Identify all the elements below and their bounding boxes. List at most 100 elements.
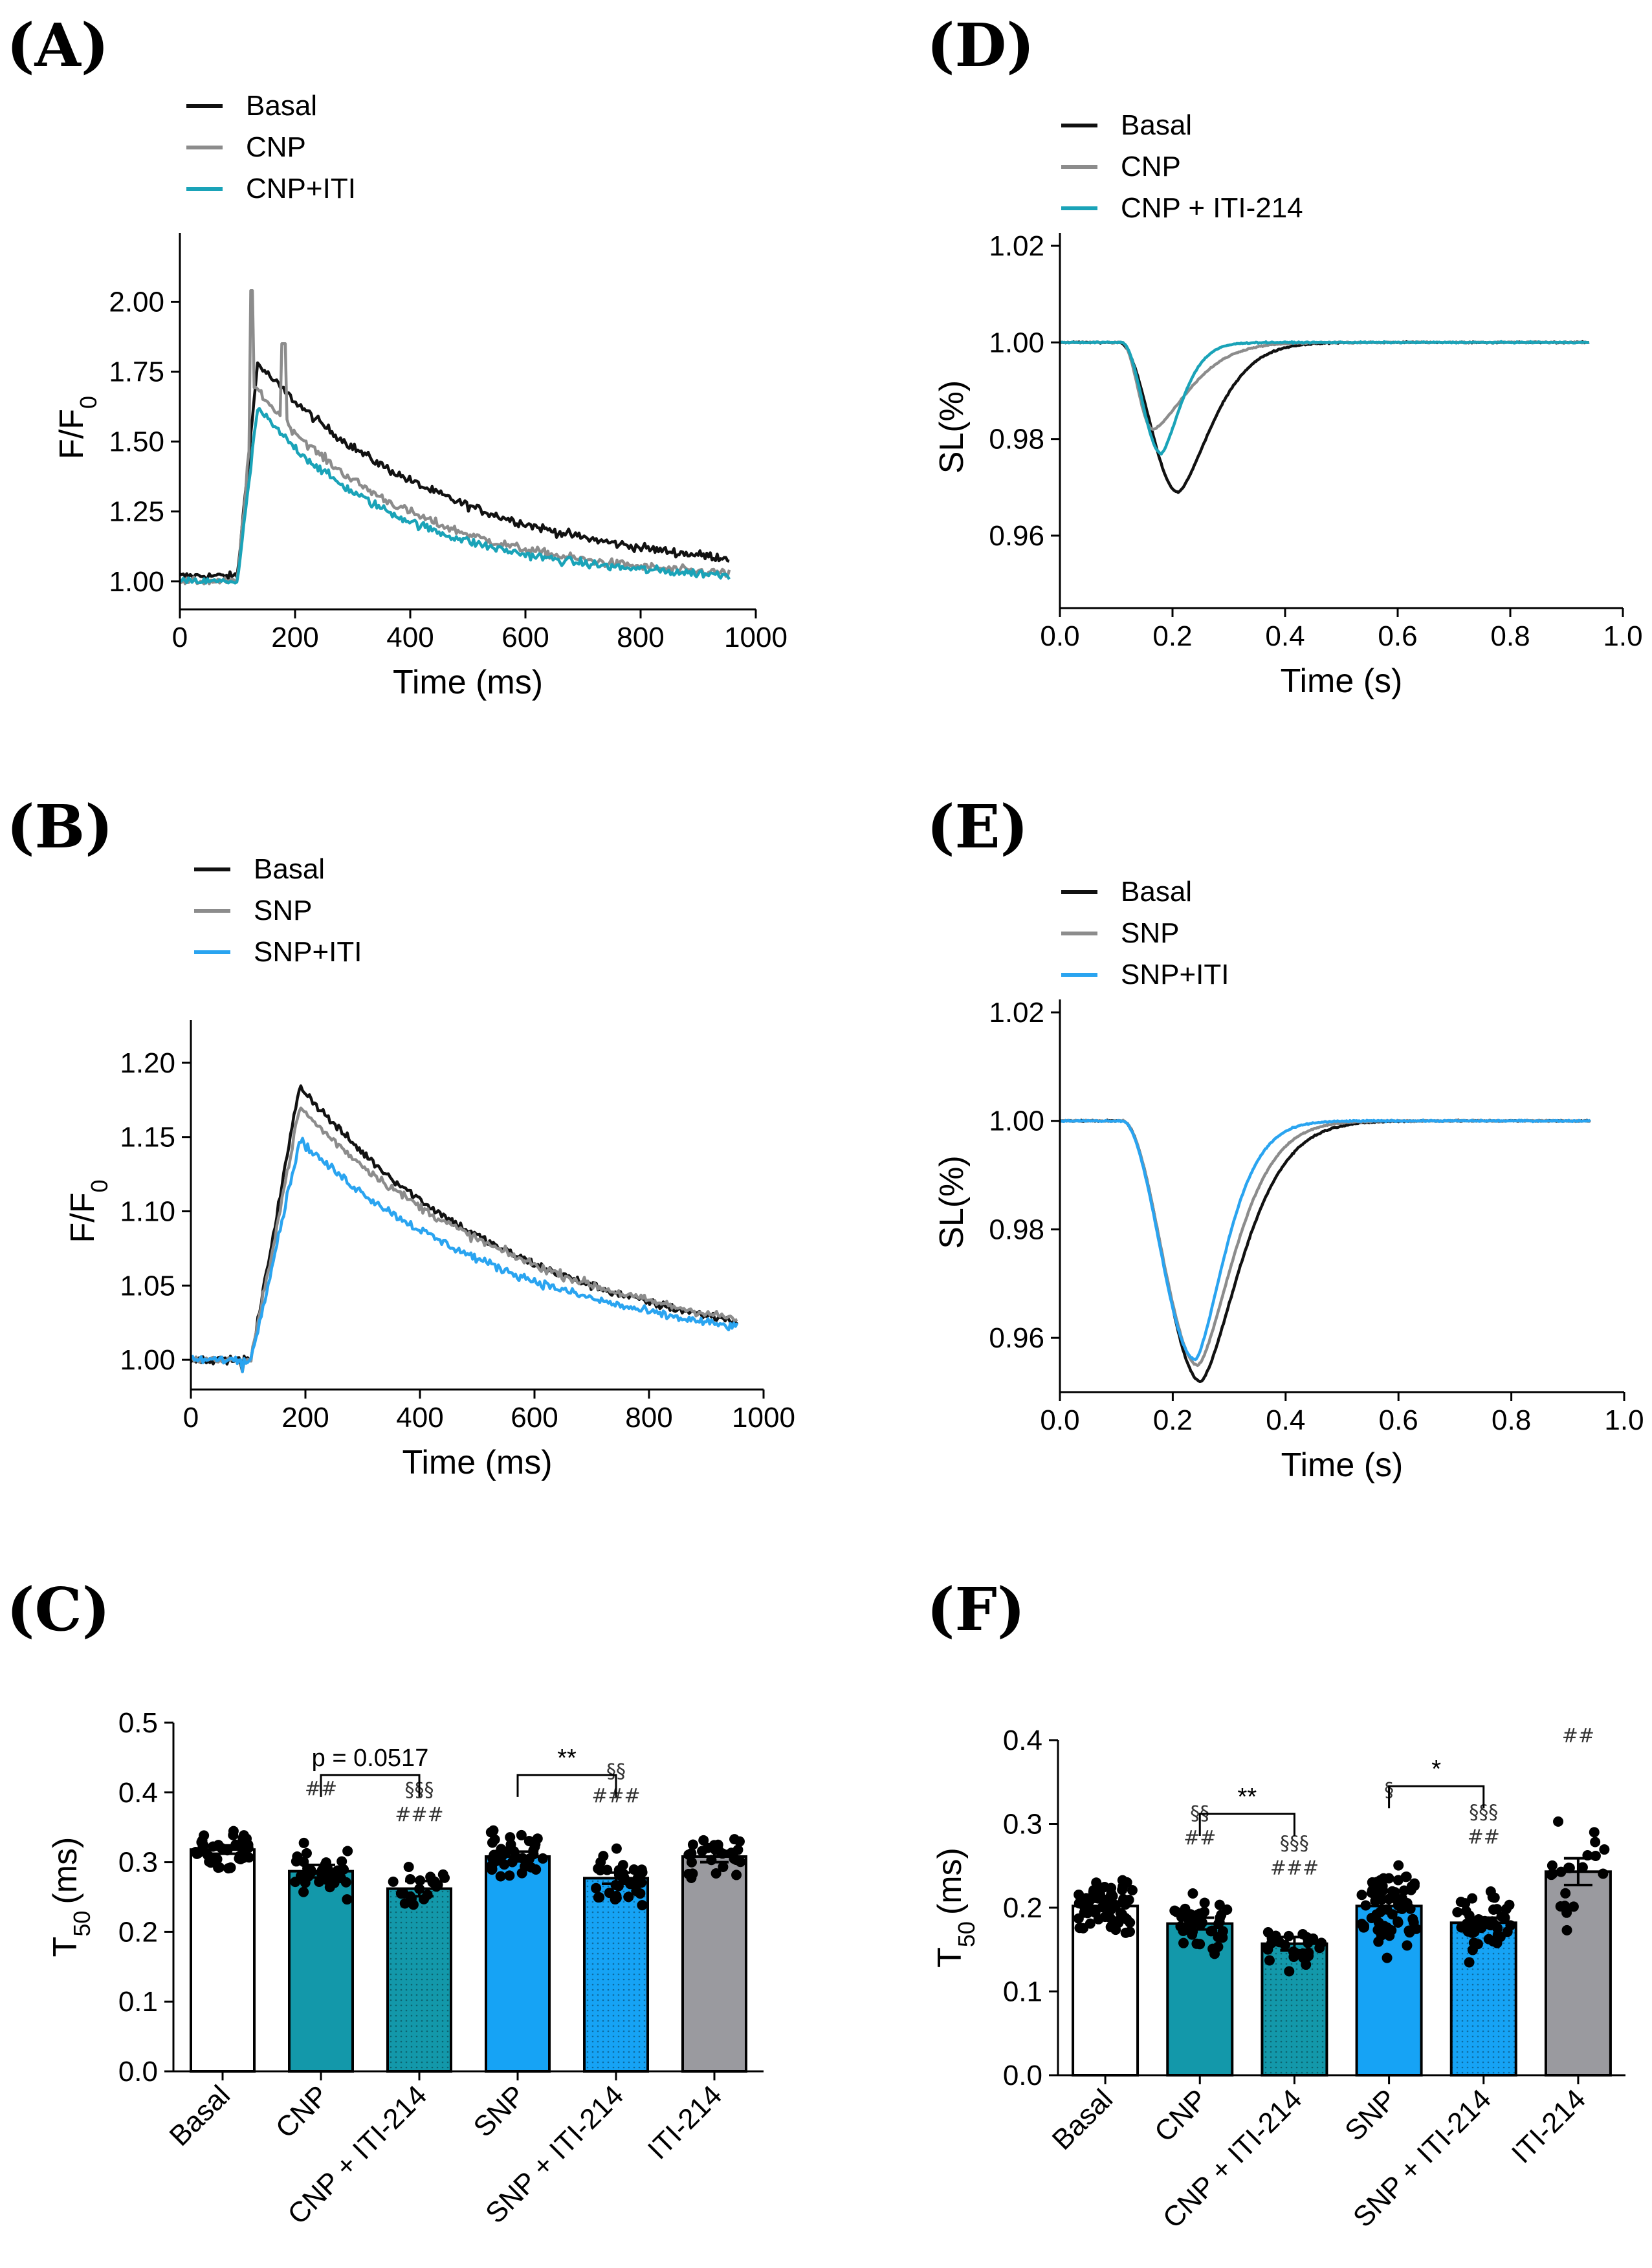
y-axis-label: SL(%) [933,380,971,474]
y-tick-label: 1.00 [109,566,164,598]
y-tick-label: 0.3 [1003,1809,1042,1840]
data-point [537,1853,548,1864]
y-axis-label-sub: 0 [75,396,102,409]
data-point [1501,1904,1512,1915]
data-point [301,1848,312,1859]
data-point [214,1862,225,1873]
data-point [718,1862,729,1873]
comparison-bracket [320,1774,421,1797]
legend-entry: Basal [1121,109,1192,141]
x-tick-label: 200 [271,622,318,653]
data-point [1590,1837,1601,1848]
x-tick-label: 0.2 [1153,1404,1193,1436]
y-tick-label: 1.10 [120,1196,175,1228]
legend-entry: Basal [254,853,325,885]
data-point [488,1825,499,1836]
data-point [1116,1909,1127,1920]
data-point [1187,1888,1198,1899]
data-point [598,1851,609,1862]
panel-a: (A) Basal CNP CNP+ITI 0 200 400 600 800 1000 1.00 1… [6,10,787,701]
data-point [1082,1901,1093,1912]
x-tick-label: 0.6 [1378,620,1417,652]
x-tick-label: 1000 [724,622,787,653]
x-tick-label: ITI-214 [642,2079,728,2165]
x-axis-label: Time (s) [1281,662,1403,700]
data-point [1314,1943,1325,1954]
data-point [1113,1917,1124,1928]
data-point [1589,1827,1600,1838]
data-point [1393,1900,1404,1911]
comparison-bracket [516,1774,617,1797]
x-tick-label: 400 [386,622,434,653]
data-point [1356,1890,1367,1901]
data-point [1466,1927,1477,1938]
panel-d: (D) Basal CNP CNP + ITI-214 0.0 0.2 0.4 0.6 0.8 1… [927,10,1643,700]
y-tick-label: 0.1 [118,1986,158,2018]
data-point [1577,1862,1588,1873]
data-point [198,1846,209,1857]
bar [190,1848,256,2073]
y-tick-label: 1.50 [109,426,164,458]
data-point [1214,1899,1225,1910]
data-point [1406,1881,1417,1892]
y-axis-label: F/F0 [64,1179,113,1243]
y-axis-label-main: T [931,1947,969,1968]
panel-letter: (B) [6,792,113,862]
x-tick-label: 200 [281,1402,329,1434]
data-point [683,1868,694,1879]
x-tick-label: 600 [501,622,549,653]
x-tick-label: 0.4 [1266,1404,1305,1436]
data-point [591,1882,602,1893]
y-axis-label-main: F/F [64,1193,102,1243]
y-axis-label-main: T [47,1937,84,1957]
data-point [1105,1921,1116,1932]
data-point [1547,1868,1558,1879]
data-point [324,1882,335,1893]
panel-letter: (D) [927,10,1035,80]
x-tick-label: SNP [467,2079,531,2143]
data-point [1547,1860,1558,1871]
data-point [1081,1893,1092,1904]
data-point [617,1860,628,1871]
data-point [1376,1930,1387,1941]
data-point [611,1893,622,1904]
data-point [1598,1868,1609,1879]
data-point [531,1864,542,1875]
x-tick-label: 600 [511,1402,558,1434]
panel-letter: (C) [6,1575,110,1644]
data-point [1264,1955,1275,1966]
data-point [1175,1921,1186,1932]
y-tick-label: 1.02 [989,230,1044,262]
data-point [1120,1899,1131,1910]
x-axis-label: Time (ms) [393,664,543,701]
data-point [1460,1898,1471,1909]
data-point [336,1856,347,1867]
data-point [487,1853,498,1864]
panel-f: (F)§§## §§§###§§§§####***0.00.10.20.30.4B… [927,1575,1625,2234]
series-line [1059,340,1590,494]
x-tick-label: CNP [270,2079,335,2144]
significance-mark: ### [395,1804,443,1826]
data-point [292,1851,303,1862]
y-tick-label: 2.00 [109,286,164,318]
x-axis-label: Time (ms) [402,1444,552,1481]
data-point [593,1863,604,1874]
x-tick-label: 1.0 [1603,620,1642,652]
data-point [532,1833,543,1844]
data-point [1402,1940,1413,1951]
y-tick-label: 0.0 [118,2056,158,2088]
legend-entry: SNP+ITI [254,936,362,968]
y-tick-label: 0.4 [118,1777,158,1809]
series-line [1059,1118,1591,1384]
data-point [1473,1914,1484,1925]
panel-c: (C)## §§§###§§###p = 0.0517 **0.00.10.20.3… [6,1575,764,2230]
y-tick-label: 0.0 [1003,2060,1042,2091]
data-point [403,1862,414,1873]
x-tick-label: Basal [164,2079,236,2152]
y-tick-label: 1.75 [109,356,164,388]
y-tick-label: 0.2 [1003,1892,1042,1924]
data-point [1563,1862,1574,1873]
series-line [190,1084,738,1373]
data-point [1464,1957,1475,1968]
